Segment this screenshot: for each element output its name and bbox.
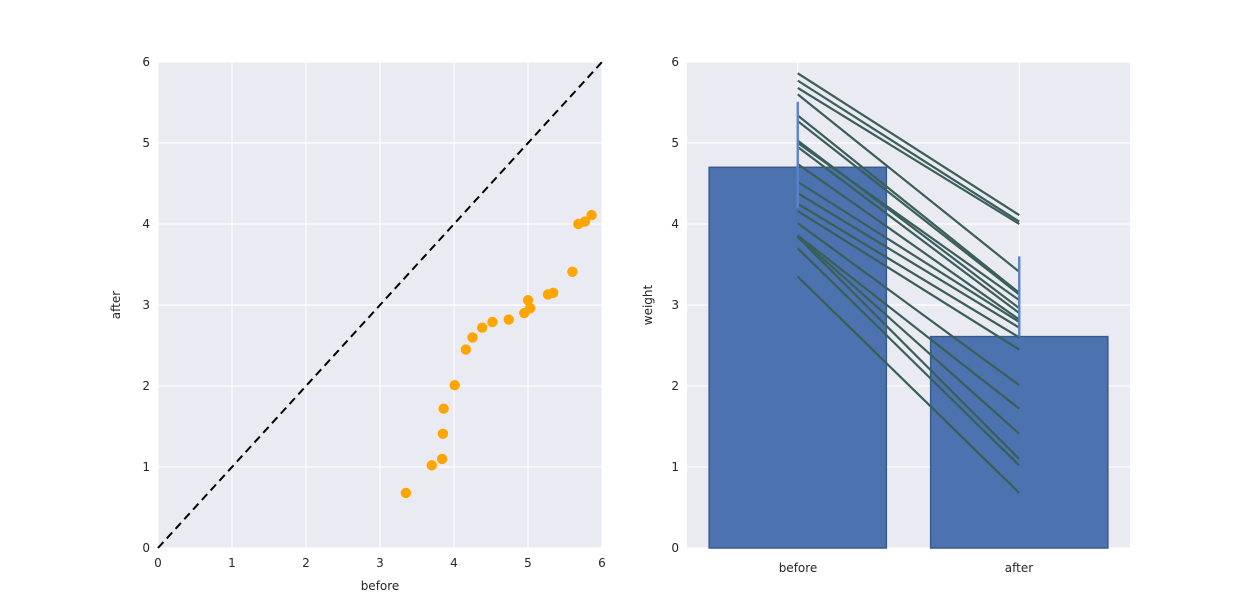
y-tick-label: 4 — [671, 217, 679, 231]
scatter-point — [438, 403, 449, 414]
pair-line — [797, 222, 1020, 387]
pair-line — [797, 234, 1020, 410]
pair-line — [797, 114, 1020, 294]
y-tick-label: 6 — [671, 55, 679, 69]
y-tick-label: 2 — [142, 379, 150, 393]
scatter-point — [547, 287, 559, 299]
bar-subplot: 0 1 2 3 4 5 6 — [671, 55, 1130, 555]
x-tick-label: 6 — [598, 556, 606, 570]
x-tick-label: 1 — [228, 556, 236, 570]
bar-before — [708, 166, 888, 549]
scatter-point — [467, 332, 478, 343]
scatter-point — [522, 294, 534, 306]
y-tick-label: 0 — [671, 541, 679, 555]
x-tick-label: 4 — [450, 556, 458, 570]
x-tick-label: 5 — [524, 556, 532, 570]
pair-line — [797, 210, 1020, 351]
y-tick-label: 3 — [671, 298, 679, 312]
pair-line — [797, 79, 1020, 223]
scatter-subplot: 0 1 2 3 4 5 6 0 1 2 3 4 5 6 — [142, 55, 605, 570]
scatter-point — [449, 379, 460, 391]
x-tick-label: 0 — [154, 556, 162, 570]
y-tick-label: 0 — [142, 541, 150, 555]
pair-line — [797, 72, 1020, 217]
y-tick-label: 5 — [671, 136, 679, 150]
scatter-point — [567, 266, 578, 277]
pair-line — [797, 202, 1020, 339]
scatter-point — [437, 428, 449, 439]
pair-line — [797, 146, 1020, 314]
right-yaxis-label: weight — [641, 284, 655, 325]
scatter-point — [487, 316, 498, 328]
pair-line — [797, 235, 1020, 435]
y-tick-label: 6 — [142, 55, 150, 69]
pair-line — [797, 86, 1020, 225]
left-xaxis-label: before — [361, 579, 400, 593]
y-tick-label: 4 — [142, 217, 150, 231]
pair-line — [796, 247, 1021, 467]
y-tick-label: 3 — [142, 298, 150, 312]
left-yaxis-label: after — [109, 291, 123, 319]
category-label-after: after — [1005, 561, 1033, 575]
pair-line — [796, 275, 1021, 494]
y-tick-label: 1 — [671, 460, 679, 474]
pair-line — [796, 236, 1021, 460]
scatter-point — [400, 487, 412, 499]
scatter-point — [579, 216, 591, 227]
y-tick-label: 5 — [142, 136, 150, 150]
scatter-point — [586, 209, 597, 221]
pair-line — [797, 139, 1020, 310]
y-tick-label: 2 — [671, 379, 679, 393]
identity-dashed-line — [157, 61, 603, 549]
category-label-before: before — [779, 561, 818, 575]
scatter-point — [426, 460, 437, 471]
scatter-point — [436, 453, 448, 465]
scatter-point — [460, 344, 472, 355]
pair-line — [797, 120, 1020, 296]
pair-line — [797, 163, 1020, 321]
y-tick-label: 1 — [142, 460, 150, 474]
pair-line — [797, 192, 1020, 329]
scatter-point — [525, 303, 536, 314]
scatter-point — [476, 322, 488, 333]
scatter-point — [503, 314, 514, 325]
pair-line — [797, 93, 1020, 273]
pair-line — [797, 180, 1020, 323]
x-tick-label: 3 — [376, 556, 384, 570]
x-tick-label: 2 — [302, 556, 310, 570]
bar-after — [929, 335, 1109, 549]
